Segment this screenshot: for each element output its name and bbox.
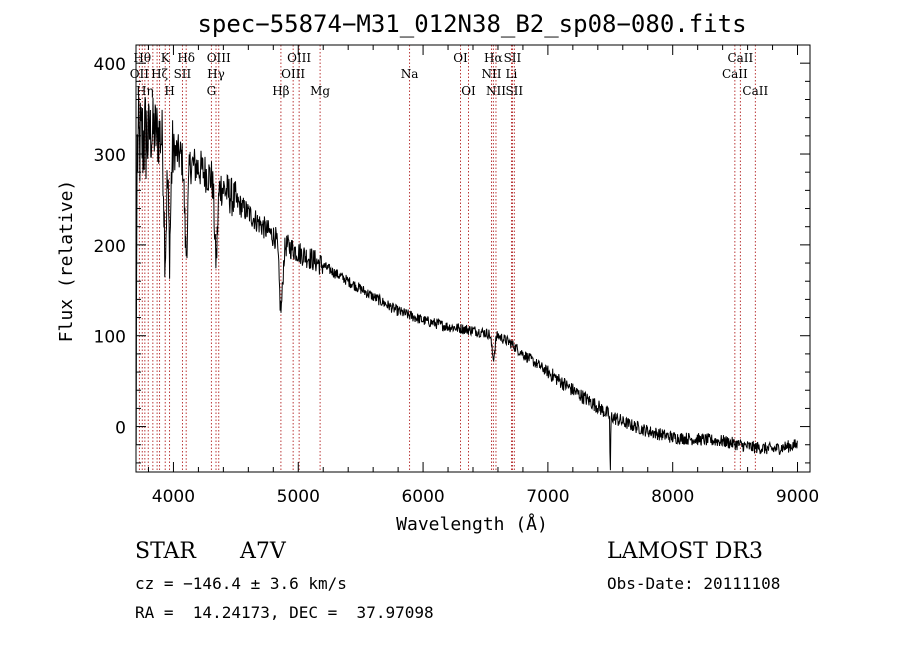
y-tick-label: 200 — [94, 237, 126, 257]
object-class: STAR — [135, 539, 196, 564]
line-markers — [138, 45, 756, 472]
line-marker-label: Hθ — [133, 51, 151, 65]
x-tick-label: 5000 — [277, 487, 320, 507]
x-tick-label: 9000 — [776, 487, 819, 507]
survey-label: LAMOST DR3 — [607, 539, 763, 564]
y-tick-label: 0 — [115, 419, 126, 439]
line-marker-label: Hγ — [207, 67, 225, 81]
line-marker-label: OIII — [207, 51, 231, 65]
line-marker-label: Na — [401, 67, 419, 81]
line-marker-label: NII — [481, 67, 501, 81]
line-marker-label: CaII — [742, 84, 768, 98]
spectrum-line — [135, 94, 798, 471]
line-marker-label: SII — [504, 51, 522, 65]
y-axis: 0 100 200 300 400 — [94, 44, 810, 464]
line-marker-label: OIII — [287, 51, 311, 65]
chart-title: spec−55874−M31_012N38_B2_sp08−080.fits — [197, 10, 746, 38]
coordinates: RA = 14.24173, DEC = 37.97098 — [135, 603, 434, 622]
line-marker-label: H — [164, 84, 174, 98]
line-marker-labels: OIIHθHηHζKHSIIHδGHγOIIIHβOIIIOIIIMgNaOIO… — [130, 51, 769, 98]
line-marker-label: Hη — [136, 84, 154, 98]
line-marker-label: K — [161, 51, 171, 65]
y-axis-label: Flux (relative) — [56, 180, 77, 343]
plot-frame — [135, 44, 811, 473]
line-marker-label: Hζ — [151, 67, 168, 81]
obs-date: Obs-Date: 20111108 — [607, 574, 781, 593]
line-marker-label: OIII — [281, 67, 305, 81]
line-marker-label: OI — [453, 51, 468, 65]
line-marker-label: Hδ — [177, 51, 195, 65]
x-axis: 4000 5000 6000 7000 8000 9000 — [147, 45, 819, 507]
line-marker-label: OII — [130, 67, 150, 81]
line-marker-label: Mg — [310, 84, 330, 98]
line-marker-label: CaII — [722, 67, 748, 81]
line-marker-label: G — [207, 84, 217, 98]
object-subclass: A7V — [240, 539, 286, 564]
y-tick-label: 100 — [94, 328, 126, 348]
y-tick-label: 400 — [94, 55, 126, 75]
redshift-readout: cz = −146.4 ± 3.6 km/s — [135, 574, 347, 593]
line-marker-label: OI — [461, 84, 476, 98]
x-axis-label: Wavelength (Å) — [396, 513, 548, 535]
line-marker-label: SII — [505, 84, 523, 98]
x-tick-label: 8000 — [651, 487, 694, 507]
line-marker-label: Li — [506, 67, 518, 81]
x-tick-label: 4000 — [152, 487, 195, 507]
y-tick-label: 300 — [94, 146, 126, 166]
line-marker-label: Hβ — [272, 84, 289, 98]
line-marker-label: Hα — [484, 51, 503, 65]
x-tick-label: 7000 — [526, 487, 569, 507]
x-tick-label: 6000 — [401, 487, 444, 507]
line-marker-label: CaII — [727, 51, 753, 65]
line-marker-label: SII — [174, 67, 192, 81]
line-marker-label: NII — [486, 84, 506, 98]
